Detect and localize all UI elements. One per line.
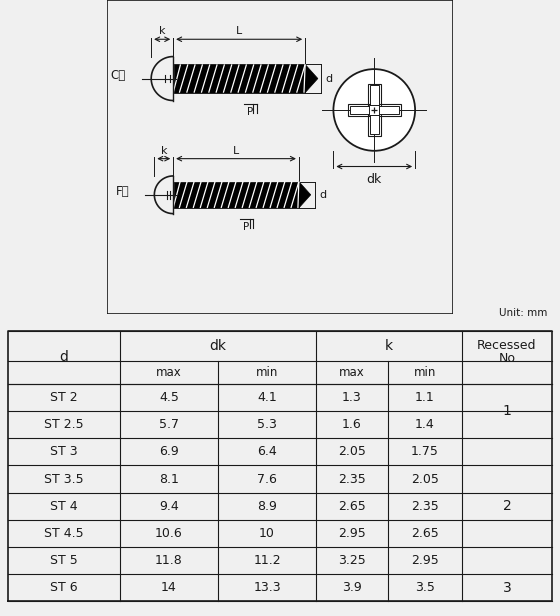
Text: ST 3: ST 3 bbox=[50, 445, 78, 458]
Text: P: P bbox=[247, 107, 254, 117]
Text: 1.4: 1.4 bbox=[415, 418, 435, 431]
Polygon shape bbox=[173, 182, 299, 208]
Text: 1.1: 1.1 bbox=[415, 391, 435, 404]
Text: 10: 10 bbox=[259, 527, 275, 540]
Bar bbox=[348, 103, 400, 116]
Text: 1.6: 1.6 bbox=[342, 418, 362, 431]
Text: d: d bbox=[59, 351, 68, 365]
Text: 2.95: 2.95 bbox=[338, 527, 366, 540]
Polygon shape bbox=[305, 65, 318, 92]
Text: d: d bbox=[325, 73, 333, 84]
Text: No: No bbox=[498, 352, 516, 365]
Text: C型: C型 bbox=[111, 69, 126, 82]
Text: dk: dk bbox=[209, 339, 226, 353]
Text: k: k bbox=[159, 26, 165, 36]
Text: 2.65: 2.65 bbox=[411, 527, 439, 540]
Text: 1.3: 1.3 bbox=[342, 391, 362, 404]
Text: F型: F型 bbox=[115, 185, 129, 198]
Bar bbox=[350, 105, 399, 115]
Text: 1.75: 1.75 bbox=[411, 445, 439, 458]
Bar bbox=[369, 105, 379, 115]
Text: ST 3.5: ST 3.5 bbox=[44, 472, 84, 485]
Text: max: max bbox=[156, 366, 182, 379]
Polygon shape bbox=[173, 65, 305, 92]
Text: 1: 1 bbox=[502, 404, 511, 418]
Bar bbox=[370, 86, 379, 134]
Text: 2.95: 2.95 bbox=[411, 554, 439, 567]
Text: ST 6: ST 6 bbox=[50, 581, 78, 594]
Text: 2.35: 2.35 bbox=[338, 472, 366, 485]
Text: ST 5: ST 5 bbox=[50, 554, 78, 567]
Text: k: k bbox=[385, 339, 393, 353]
Circle shape bbox=[333, 69, 415, 151]
Text: 2.35: 2.35 bbox=[411, 500, 439, 513]
Text: 10.6: 10.6 bbox=[155, 527, 183, 540]
Text: 3.25: 3.25 bbox=[338, 554, 366, 567]
Text: 9.4: 9.4 bbox=[159, 500, 179, 513]
Text: Recessed: Recessed bbox=[477, 339, 536, 352]
Text: 14: 14 bbox=[161, 581, 177, 594]
Text: ST 2: ST 2 bbox=[50, 391, 78, 404]
Text: 3.5: 3.5 bbox=[415, 581, 435, 594]
Text: L: L bbox=[233, 145, 239, 155]
Bar bbox=[368, 84, 381, 136]
Text: 3: 3 bbox=[503, 581, 511, 594]
Text: 4.1: 4.1 bbox=[257, 391, 277, 404]
Text: k: k bbox=[161, 145, 167, 155]
Text: 13.3: 13.3 bbox=[253, 581, 281, 594]
Text: 8.1: 8.1 bbox=[159, 472, 179, 485]
Text: max: max bbox=[339, 366, 365, 379]
Text: 3.9: 3.9 bbox=[342, 581, 362, 594]
Text: ST 4: ST 4 bbox=[50, 500, 78, 513]
Text: 2.05: 2.05 bbox=[411, 472, 439, 485]
Text: 2.05: 2.05 bbox=[338, 445, 366, 458]
Text: d: d bbox=[319, 190, 326, 200]
Text: min: min bbox=[414, 366, 436, 379]
Text: L: L bbox=[236, 26, 242, 36]
Text: 2.65: 2.65 bbox=[338, 500, 366, 513]
Text: 11.2: 11.2 bbox=[253, 554, 281, 567]
Text: ST 4.5: ST 4.5 bbox=[44, 527, 84, 540]
Text: 2: 2 bbox=[503, 499, 511, 513]
Text: ST 2.5: ST 2.5 bbox=[44, 418, 84, 431]
Text: 5.7: 5.7 bbox=[159, 418, 179, 431]
Text: 7.6: 7.6 bbox=[257, 472, 277, 485]
Text: dk: dk bbox=[367, 172, 382, 186]
Text: 4.5: 4.5 bbox=[159, 391, 179, 404]
Text: 6.4: 6.4 bbox=[257, 445, 277, 458]
Text: 6.9: 6.9 bbox=[159, 445, 179, 458]
Text: Unit: mm: Unit: mm bbox=[498, 308, 547, 318]
Text: 5.3: 5.3 bbox=[257, 418, 277, 431]
Text: min: min bbox=[256, 366, 278, 379]
Text: P: P bbox=[243, 222, 250, 232]
Text: 11.8: 11.8 bbox=[155, 554, 183, 567]
Polygon shape bbox=[299, 182, 311, 208]
Text: 8.9: 8.9 bbox=[257, 500, 277, 513]
